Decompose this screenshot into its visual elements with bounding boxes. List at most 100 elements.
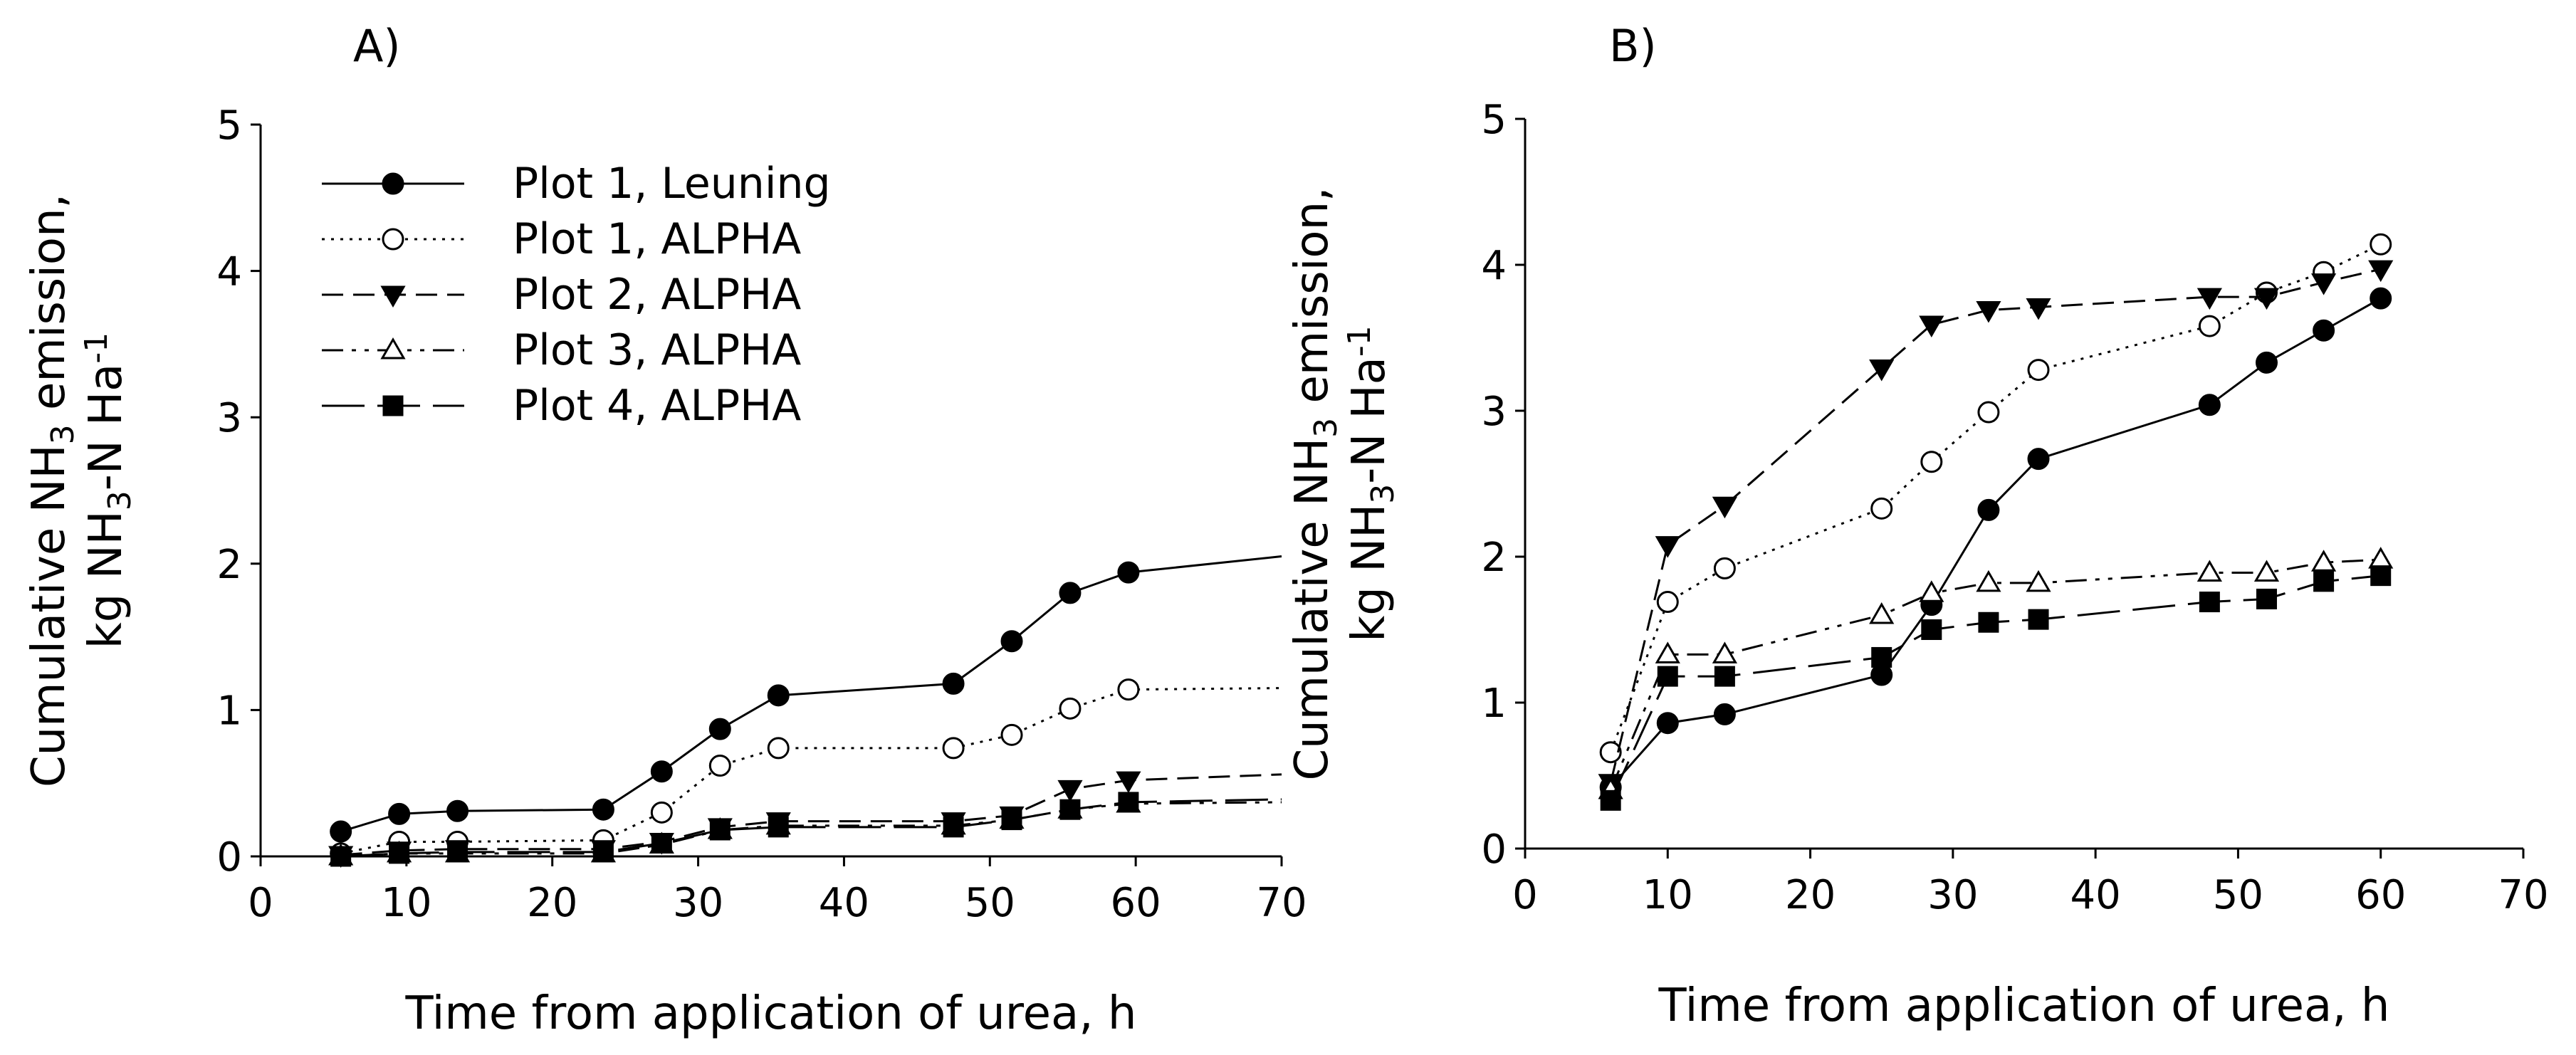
y-axis-label: Cumulative NH3 emission,kg NH3-N Ha-1 <box>1286 187 1401 781</box>
x-tick-label: 0 <box>1512 872 1538 918</box>
data-point <box>1870 497 1893 520</box>
x-tick-label: 0 <box>248 880 273 926</box>
data-point <box>2256 588 2277 609</box>
data-point <box>1921 619 1942 640</box>
legend-entry: Plot 1, ALPHA <box>513 214 801 264</box>
x-tick-label: 30 <box>1927 872 1978 918</box>
y-tick-label: 1 <box>216 688 242 734</box>
data-point <box>1869 359 1895 382</box>
series-line <box>340 773 1282 856</box>
series-line <box>1609 558 2381 791</box>
data-point <box>708 755 731 777</box>
data-point <box>1059 582 1082 604</box>
data-point <box>1920 451 1943 473</box>
panel-label: B) <box>1609 20 1657 72</box>
series-1 <box>1599 287 2392 799</box>
series-line <box>1609 574 2381 801</box>
series-2 <box>1599 233 2392 764</box>
y-tick-label: 1 <box>1481 681 1507 727</box>
data-point <box>2028 609 2049 630</box>
y-tick-label: 4 <box>216 249 242 295</box>
y-axis-label-line1: Cumulative NH3 emission, <box>23 194 81 787</box>
data-point <box>1655 641 1680 663</box>
data-point <box>1059 697 1082 720</box>
data-point <box>1655 536 1680 558</box>
data-point <box>2253 560 2280 582</box>
y-tick-label: 2 <box>1481 535 1507 581</box>
data-point <box>768 817 789 838</box>
data-point <box>1871 646 1892 668</box>
data-point <box>767 737 790 760</box>
data-point <box>1713 557 1736 579</box>
y-tick-label: 0 <box>216 834 242 881</box>
data-point <box>592 798 614 821</box>
data-point <box>1600 789 1621 811</box>
data-point <box>2368 260 2394 283</box>
data-point <box>709 819 731 841</box>
data-point <box>1977 401 2000 424</box>
data-point <box>1118 792 1139 813</box>
data-point <box>942 672 965 695</box>
data-point <box>446 799 469 822</box>
x-tick-label: 20 <box>1785 872 1836 918</box>
data-point <box>592 841 614 863</box>
x-tick-label: 40 <box>819 880 869 926</box>
data-point <box>2027 448 2050 471</box>
legend-entry: Plot 3, ALPHA <box>513 325 801 375</box>
data-point <box>447 841 468 863</box>
x-tick-label: 30 <box>673 880 723 926</box>
legend-marker <box>382 228 404 251</box>
data-point <box>943 817 964 838</box>
data-point <box>650 760 673 783</box>
y-tick-label: 5 <box>1481 97 1507 143</box>
data-point <box>2198 394 2221 416</box>
x-axis-label: Time from application of urea, h <box>405 987 1137 1040</box>
data-point <box>1000 630 1023 653</box>
x-tick-label: 10 <box>381 880 431 926</box>
y-tick-label: 3 <box>1481 389 1507 435</box>
data-point <box>2253 288 2280 310</box>
data-point <box>2197 560 2222 582</box>
y-tick-label: 5 <box>216 103 242 149</box>
x-tick-label: 60 <box>1111 880 1161 926</box>
data-point <box>388 802 411 825</box>
series-5 <box>1600 565 2392 811</box>
data-point <box>1059 799 1081 820</box>
legend-marker <box>380 285 406 308</box>
x-tick-label: 40 <box>2070 872 2121 918</box>
data-point <box>2199 592 2220 613</box>
data-point <box>2255 351 2278 374</box>
data-point <box>2313 319 2335 342</box>
data-point <box>1919 580 1944 602</box>
data-point <box>1919 315 1944 338</box>
panel-b-chart: B) 0 10 20 30 40 50 60 70 0 1 2 3 4 5 Time from applica… <box>1286 20 2549 1032</box>
data-point <box>1656 591 1679 614</box>
series-4 <box>328 790 1282 866</box>
data-point <box>1714 666 1735 687</box>
x-axis-label: Time from application of urea, h <box>1658 980 2390 1032</box>
data-point <box>1870 663 1893 686</box>
data-point <box>1656 712 1679 735</box>
legend-marker <box>382 172 404 195</box>
data-point <box>2198 315 2221 337</box>
data-point <box>767 684 790 707</box>
legend-entry: Plot 2, ALPHA <box>513 270 801 320</box>
data-point <box>330 846 352 867</box>
x-tick-label: 50 <box>2213 872 2263 918</box>
series-1 <box>330 555 1282 843</box>
data-point <box>1657 666 1678 687</box>
data-point <box>1869 602 1895 624</box>
series-line <box>340 687 1282 855</box>
y-tick-label: 4 <box>1481 243 1507 289</box>
data-point <box>2368 547 2394 569</box>
data-point <box>330 820 352 843</box>
data-point <box>2026 298 2051 320</box>
data-point <box>2026 570 2051 592</box>
data-point <box>1117 561 1140 584</box>
legend-marker <box>380 337 406 359</box>
data-point <box>1000 723 1023 746</box>
panel-a-chart: A) 0 10 20 30 40 50 60 70 0 1 2 3 4 5 Time from applica… <box>23 20 1307 1040</box>
series-line <box>340 555 1282 833</box>
